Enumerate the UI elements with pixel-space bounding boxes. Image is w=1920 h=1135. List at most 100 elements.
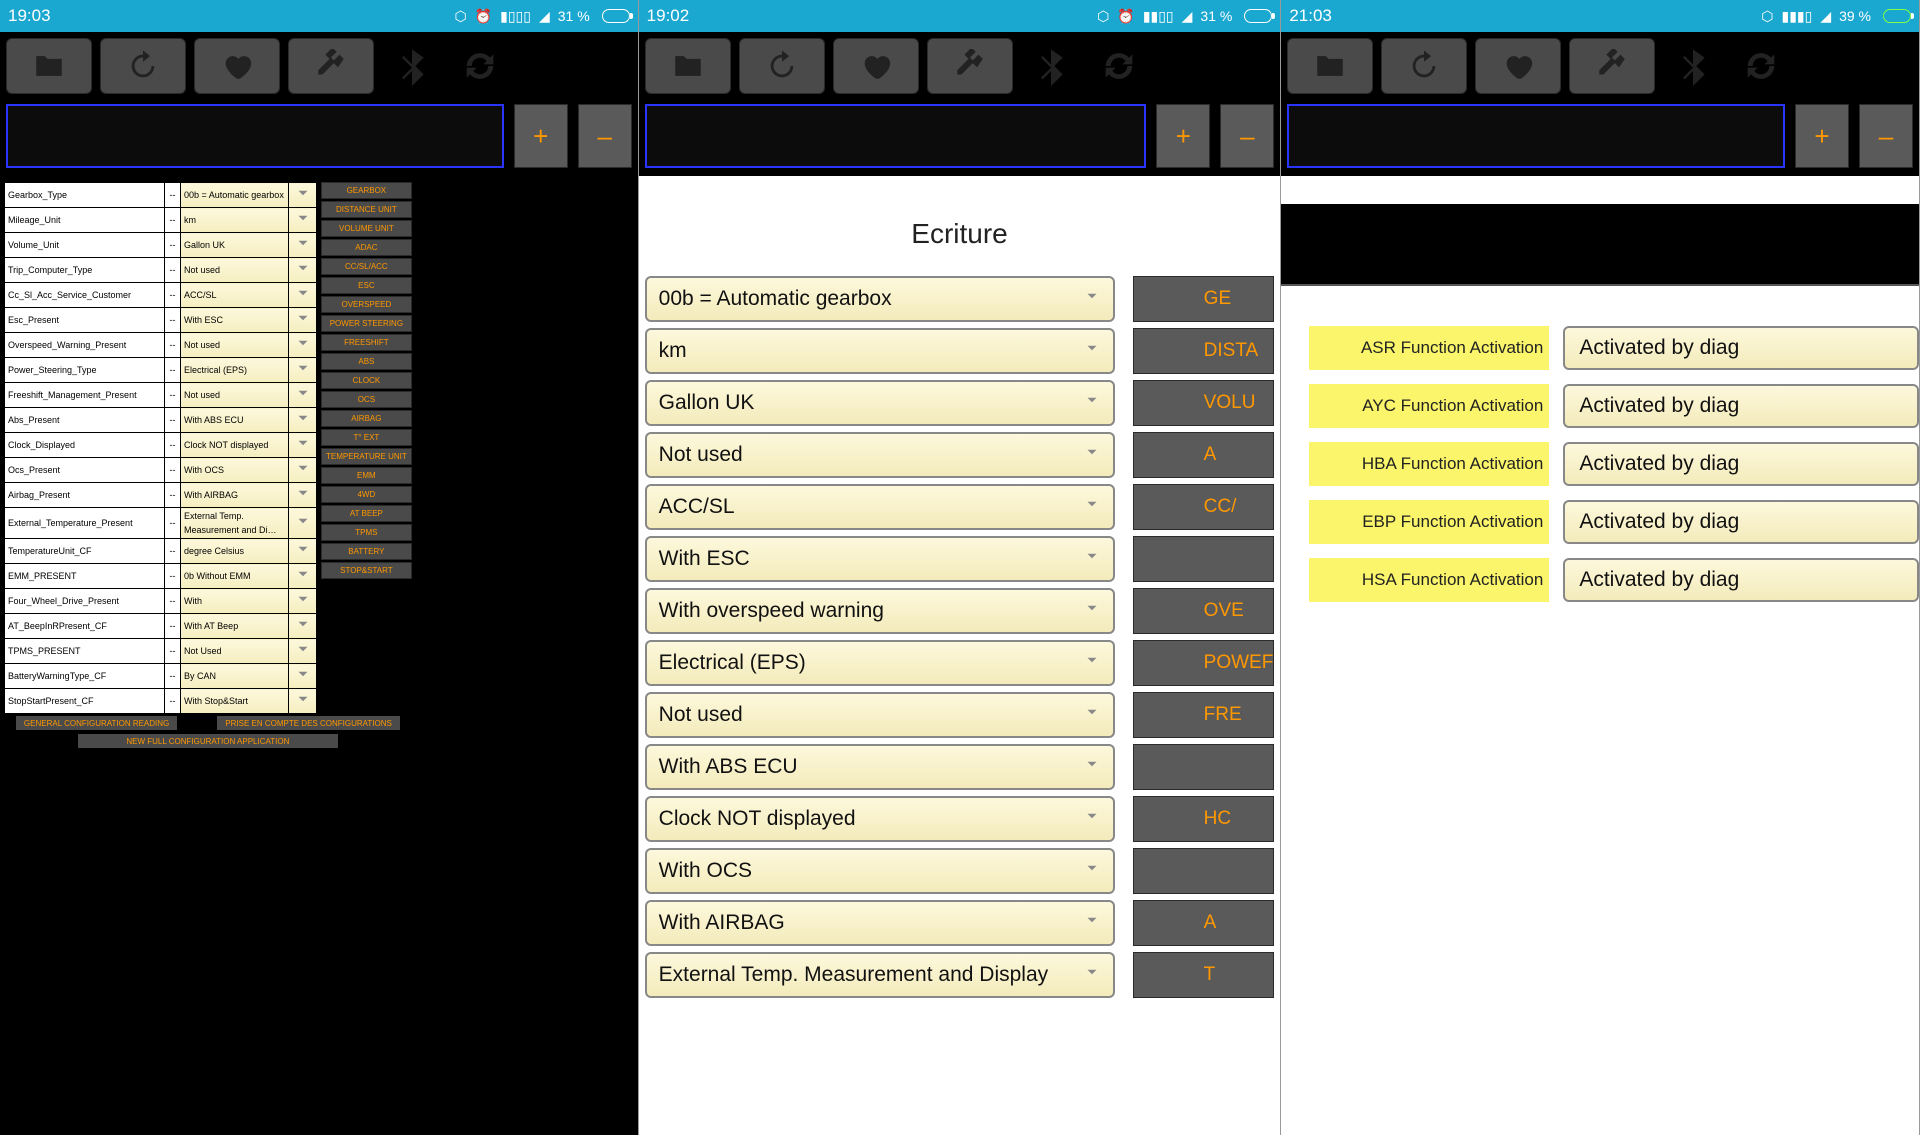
minus-button[interactable]: – [1859, 104, 1913, 168]
side-tag-button[interactable]: POWER STEERING [321, 315, 412, 332]
config-dropdown[interactable]: km [645, 328, 1115, 374]
config-dropdown[interactable]: External Temp. Measurement and Display [645, 952, 1115, 998]
config-tag-button[interactable]: GE [1133, 276, 1275, 322]
param-value[interactable]: With ESC [181, 308, 289, 333]
side-tag-button[interactable]: TEMPERATURE UNIT [321, 448, 412, 465]
param-value[interactable]: Not used [181, 258, 289, 283]
chevron-down-icon[interactable] [289, 614, 317, 639]
sync-icon[interactable] [1089, 38, 1149, 94]
config-tag-button[interactable] [1133, 536, 1275, 582]
config-tag-button[interactable]: FRE [1133, 692, 1275, 738]
param-value[interactable]: 00b = Automatic gearbox [181, 183, 289, 208]
activation-value[interactable]: Activated by diag [1563, 500, 1919, 544]
config-tag-button[interactable]: POWEF [1133, 640, 1275, 686]
side-tag-button[interactable]: AIRBAG [321, 410, 412, 427]
param-value[interactable]: Not used [181, 333, 289, 358]
config-tag-button[interactable]: T [1133, 952, 1275, 998]
sync-icon[interactable] [450, 38, 510, 94]
param-value[interactable]: degree Celsius [181, 539, 289, 564]
side-tag-button[interactable]: VOLUME UNIT [321, 220, 412, 237]
param-value[interactable]: km [181, 208, 289, 233]
settings-button[interactable] [1569, 38, 1655, 94]
activation-value[interactable]: Activated by diag [1563, 558, 1919, 602]
config-tag-button[interactable]: HC [1133, 796, 1275, 842]
search-input[interactable] [6, 104, 504, 168]
side-tag-button[interactable]: ABS [321, 353, 412, 370]
config-dropdown[interactable]: Clock NOT displayed [645, 796, 1115, 842]
bluetooth-icon[interactable] [1021, 38, 1081, 94]
bluetooth-icon[interactable] [382, 38, 442, 94]
chevron-down-icon[interactable] [289, 664, 317, 689]
chevron-down-icon[interactable] [289, 358, 317, 383]
chevron-down-icon[interactable] [289, 408, 317, 433]
param-value[interactable]: External Temp. Measurement and Di… [181, 508, 289, 539]
side-tag-button[interactable]: OVERSPEED [321, 296, 412, 313]
side-tag-button[interactable]: ADAC [321, 239, 412, 256]
config-tag-button[interactable] [1133, 744, 1275, 790]
favorite-button[interactable] [833, 38, 919, 94]
config-tag-button[interactable]: A [1133, 432, 1275, 478]
search-input[interactable] [1287, 104, 1785, 168]
side-tag-button[interactable]: EMM [321, 467, 412, 484]
plus-button[interactable]: + [514, 104, 568, 168]
chevron-down-icon[interactable] [289, 208, 317, 233]
config-dropdown[interactable]: With AIRBAG [645, 900, 1115, 946]
param-value[interactable]: Gallon UK [181, 233, 289, 258]
config-dropdown[interactable]: With ABS ECU [645, 744, 1115, 790]
side-tag-button[interactable]: T° EXT [321, 429, 412, 446]
param-value[interactable]: With AT Beep [181, 614, 289, 639]
side-tag-button[interactable]: CC/SL/ACC [321, 258, 412, 275]
param-value[interactable]: 0b Without EMM [181, 564, 289, 589]
activation-value[interactable]: Activated by diag [1563, 384, 1919, 428]
chevron-down-icon[interactable] [289, 308, 317, 333]
config-dropdown[interactable]: ACC/SL [645, 484, 1115, 530]
reload-button[interactable] [1381, 38, 1467, 94]
search-input[interactable] [645, 104, 1147, 168]
config-tag-button[interactable]: CC/ [1133, 484, 1275, 530]
plus-button[interactable]: + [1156, 104, 1210, 168]
chevron-down-icon[interactable] [289, 283, 317, 308]
chevron-down-icon[interactable] [289, 508, 317, 539]
chevron-down-icon[interactable] [289, 183, 317, 208]
config-dropdown[interactable]: Not used [645, 432, 1115, 478]
param-value[interactable]: ACC/SL [181, 283, 289, 308]
activation-value[interactable]: Activated by diag [1563, 326, 1919, 370]
side-tag-button[interactable]: TPMS [321, 524, 412, 541]
config-tag-button[interactable]: A [1133, 900, 1275, 946]
param-value[interactable]: Not used [181, 383, 289, 408]
chevron-down-icon[interactable] [289, 433, 317, 458]
param-value[interactable]: Electrical (EPS) [181, 358, 289, 383]
apply-config-button[interactable]: PRISE EN COMPTE DES CONFIGURATIONS [217, 716, 400, 730]
minus-button[interactable]: – [1220, 104, 1274, 168]
config-tag-button[interactable]: OVE [1133, 588, 1275, 634]
config-dropdown[interactable]: With ESC [645, 536, 1115, 582]
param-value[interactable]: With OCS [181, 458, 289, 483]
chevron-down-icon[interactable] [289, 539, 317, 564]
chevron-down-icon[interactable] [289, 589, 317, 614]
new-full-config-button[interactable]: NEW FULL CONFIGURATION APPLICATION [78, 734, 338, 748]
favorite-button[interactable] [194, 38, 280, 94]
config-dropdown[interactable]: With OCS [645, 848, 1115, 894]
side-tag-button[interactable]: STOP&START [321, 562, 412, 579]
reload-button[interactable] [739, 38, 825, 94]
side-tag-button[interactable]: FREESHIFT [321, 334, 412, 351]
side-tag-button[interactable]: OCS [321, 391, 412, 408]
config-dropdown[interactable]: 00b = Automatic gearbox [645, 276, 1115, 322]
param-value[interactable]: With AIRBAG [181, 483, 289, 508]
config-tag-button[interactable]: DISTA [1133, 328, 1275, 374]
settings-button[interactable] [927, 38, 1013, 94]
folder-button[interactable] [1287, 38, 1373, 94]
bluetooth-icon[interactable] [1663, 38, 1723, 94]
side-tag-button[interactable]: DISTANCE UNIT [321, 201, 412, 218]
chevron-down-icon[interactable] [289, 233, 317, 258]
activation-value[interactable]: Activated by diag [1563, 442, 1919, 486]
config-dropdown[interactable]: Not used [645, 692, 1115, 738]
general-config-reading-button[interactable]: GENERAL CONFIGURATION READING [16, 716, 177, 730]
side-tag-button[interactable]: AT BEEP [321, 505, 412, 522]
param-value[interactable]: With [181, 589, 289, 614]
minus-button[interactable]: – [578, 104, 632, 168]
folder-button[interactable] [645, 38, 731, 94]
side-tag-button[interactable]: ESC [321, 277, 412, 294]
param-value[interactable]: With ABS ECU [181, 408, 289, 433]
param-value[interactable]: Clock NOT displayed [181, 433, 289, 458]
